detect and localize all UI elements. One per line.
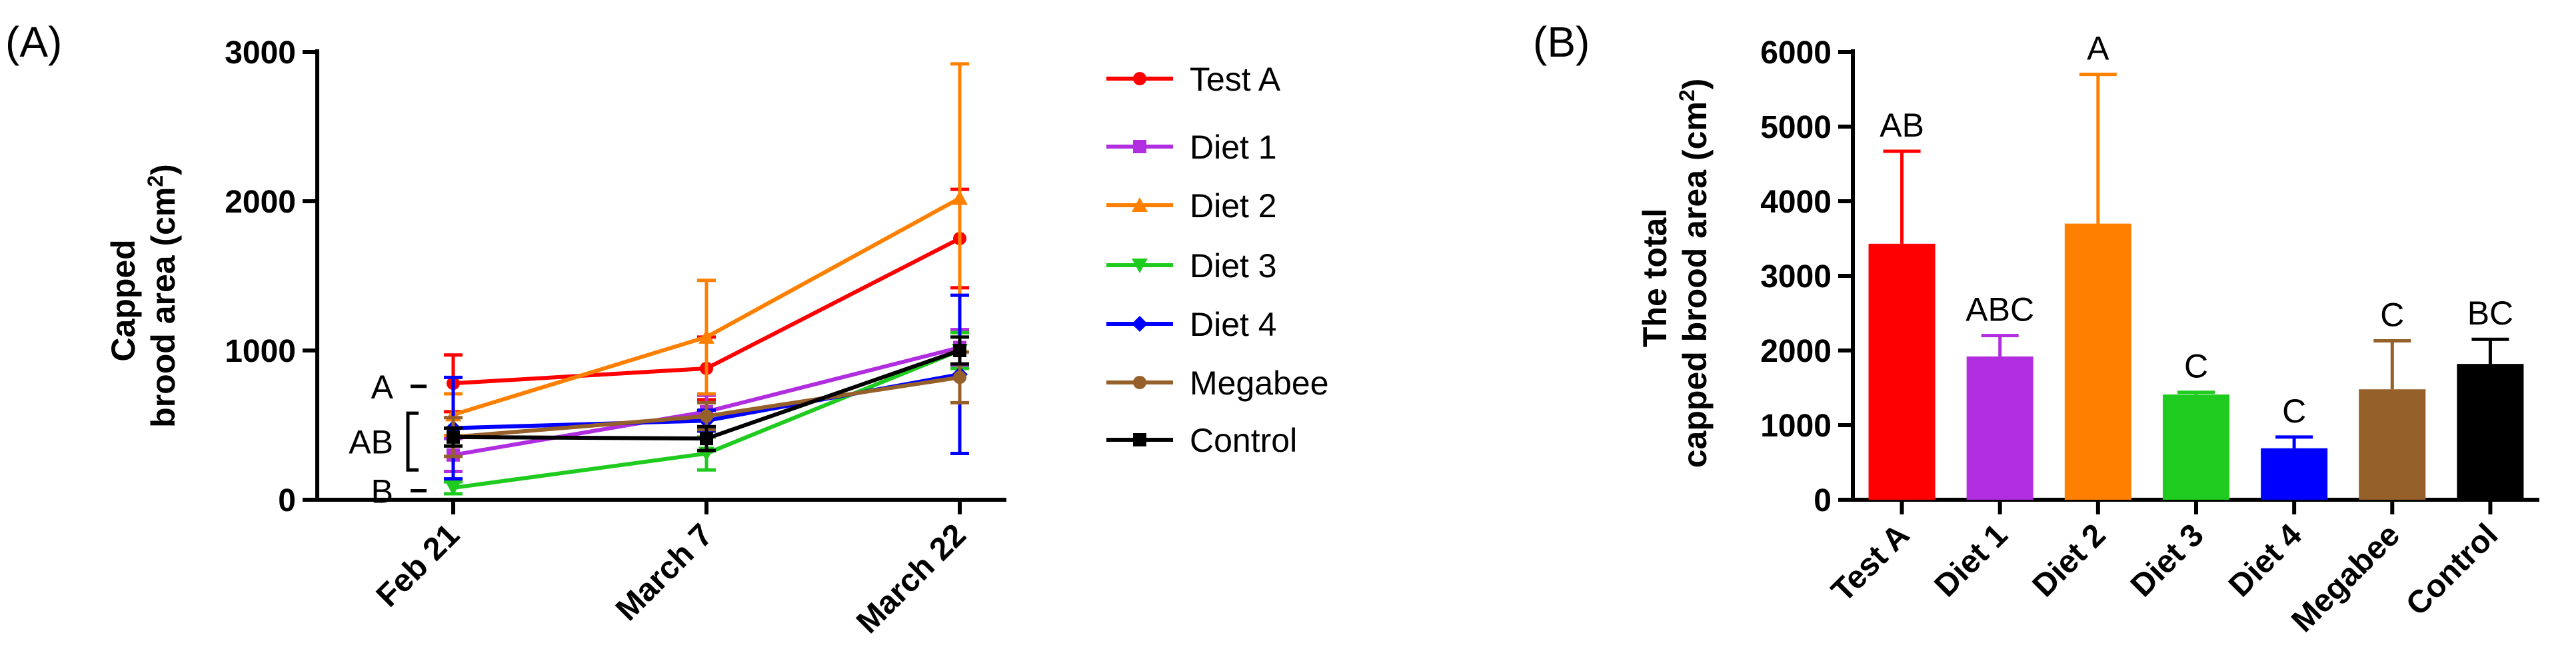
legend-item: Megabee [1106, 364, 1329, 402]
legend-swatch-marker [1132, 197, 1148, 212]
legend-swatch-marker [1133, 140, 1146, 153]
legend-label: Test A [1190, 61, 1281, 98]
significance-letter: C [2282, 392, 2306, 430]
data-point [952, 190, 968, 205]
bar [2064, 223, 2131, 500]
line-chart-axes [315, 49, 1006, 502]
bar [2261, 448, 2328, 500]
x-tick-label: March 22 [850, 517, 973, 640]
legend-label: Diet 3 [1190, 247, 1277, 285]
bar-chart-ylabel-line2: capped brood area (cm2) [1675, 79, 1714, 468]
line-chart-ylabel-line1: Capped [105, 239, 142, 361]
y-tick-label: 0 [1814, 483, 1832, 518]
bar [2457, 364, 2524, 500]
data-point [953, 344, 966, 357]
y-tick-label: 1000 [225, 334, 296, 369]
panel-a-label: (A) [5, 18, 62, 66]
bar [1966, 356, 2033, 500]
legend-label: Diet 4 [1190, 306, 1277, 343]
significance-letter: A [2087, 30, 2109, 67]
legend-label: Megabee [1190, 364, 1329, 402]
line-chart-ylabel-line2: brood area (cm2) [143, 164, 182, 428]
significance-letter: C [2380, 296, 2404, 333]
panel-b-label: (B) [1533, 18, 1590, 66]
legend-swatch-marker [1132, 316, 1148, 332]
y-tick-label: 5000 [1760, 110, 1832, 145]
legend-item: Diet 4 [1106, 306, 1277, 343]
x-tick-label: Test A [1825, 517, 1916, 608]
bar [1868, 243, 1935, 500]
significance-letter: ABC [1965, 291, 2034, 328]
group-label-ab-bracket [406, 411, 419, 472]
legend-swatch-marker [1133, 72, 1146, 85]
bar-group-diet-3: C Diet 3 [2124, 348, 2230, 604]
bar-group-diet-2: A Diet 2 [2026, 30, 2131, 604]
series-control [444, 335, 969, 452]
legend-label: Diet 1 [1190, 129, 1277, 166]
data-point [700, 409, 713, 423]
bar-chart-bars: AB Test A ABC Diet 1 A Diet 2 C Diet 3 C Diet 4 C M… [1825, 30, 2524, 639]
legend-item: Control [1106, 422, 1297, 459]
bar [2359, 389, 2426, 500]
bar [2162, 394, 2230, 500]
y-tick-label: 3000 [1760, 259, 1832, 295]
line-chart-series [444, 62, 969, 496]
y-tick-label: 6000 [1760, 35, 1832, 71]
line-chart-ylabel-close: ) [145, 164, 182, 175]
x-tick-label: Feb 21 [370, 517, 467, 614]
x-tick-label: Megabee [2285, 517, 2407, 639]
group-label-ab: AB [349, 424, 393, 461]
bar-chart-ylabel-text: capped brood area (cm [1676, 101, 1714, 468]
x-tick-label: Control [2399, 517, 2505, 622]
data-point [445, 481, 461, 496]
x-tick-label: Diet 4 [2222, 517, 2309, 604]
x-tick-label: Diet 2 [2026, 517, 2113, 604]
legend-swatch-marker [1133, 376, 1146, 389]
bar-chart: The total capped brood area (cm2) 0 1000 2… [1636, 30, 2539, 639]
data-point [447, 430, 460, 444]
legend-label: Diet 2 [1190, 187, 1277, 225]
y-tick-label: 1000 [1760, 408, 1832, 444]
bar-group-test-a: AB Test A [1825, 107, 1935, 609]
y-tick-label: 0 [278, 483, 296, 518]
data-point [698, 328, 714, 344]
legend-item: Test A [1106, 61, 1281, 98]
significance-letter: BC [2467, 295, 2513, 332]
group-label-b: B [371, 473, 393, 510]
y-tick-label: 4000 [1760, 185, 1832, 220]
data-point [700, 432, 713, 446]
legend-swatch-marker [1132, 259, 1148, 273]
line-chart-ylabel: Capped brood area (cm2) [105, 164, 182, 428]
bar-chart-ylabel-sup: 2 [1675, 89, 1699, 101]
x-tick-label: March 7 [609, 517, 720, 628]
legend-item: Diet 2 [1106, 187, 1277, 225]
bar-chart-ylabel: The total capped brood area (cm2) [1636, 79, 1714, 468]
group-label-a: A [371, 368, 394, 406]
legend: Test A Diet 1 Diet 2 Diet 3 Diet 4 Megabee Con… [1106, 61, 1329, 459]
line-chart-ylabel-text: brood area (cm [145, 187, 182, 428]
legend-item: Diet 3 [1106, 247, 1277, 285]
legend-item: Diet 1 [1106, 129, 1277, 166]
line-chart-ylabel-sup: 2 [143, 175, 167, 187]
y-tick-label: 2000 [225, 185, 296, 220]
group-labels: A AB B [349, 368, 427, 510]
bar-chart-ylabel-close: ) [1676, 79, 1714, 90]
significance-letter: C [2184, 348, 2208, 385]
line-chart: Capped brood area (cm2) 0 1000 2000 3000 Feb… [105, 35, 1329, 640]
bar-group-diet-1: ABC Diet 1 [1928, 291, 2035, 604]
x-tick-label: Diet 3 [2124, 517, 2211, 604]
bar-chart-ylabel-line1: The total [1636, 209, 1674, 347]
x-tick-label: Diet 1 [1928, 517, 2015, 604]
legend-swatch-marker [1133, 433, 1146, 446]
line-chart-ticks: 0 1000 2000 3000 Feb 21 March 7 March 22 [225, 35, 973, 640]
legend-label: Control [1190, 422, 1297, 459]
significance-letter: AB [1880, 107, 1924, 144]
y-tick-label: 2000 [1760, 334, 1832, 369]
data-point [953, 370, 966, 384]
y-tick-label: 3000 [225, 35, 296, 71]
